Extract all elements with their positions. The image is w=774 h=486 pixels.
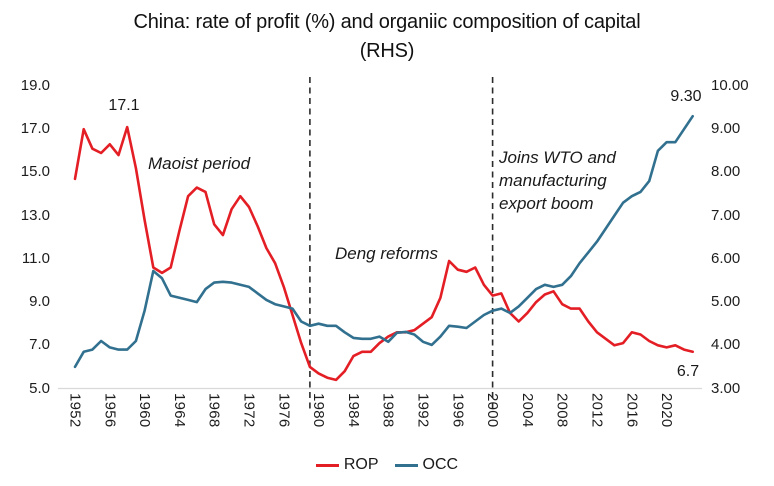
x-axis-tick-label: 1976 [275, 393, 293, 428]
y-axis-left-tick-label: 15.0 [20, 163, 50, 181]
annotation-rop-end-value: 6.7 [676, 363, 700, 380]
x-axis-tick-label: 2020 [658, 393, 676, 428]
y-axis-right-tick-label: 9.00 [711, 120, 741, 138]
y-axis-left-tick-label: 7.0 [29, 336, 50, 354]
y-axis-left-tick-label: 5.0 [29, 379, 50, 397]
x-axis-tick-label: 1956 [101, 393, 119, 428]
x-axis-tick-label: 2012 [588, 393, 606, 428]
y-axis-left-tick-label: 11.0 [21, 249, 50, 267]
y-axis-left-tick-label: 17.0 [20, 120, 50, 138]
annotation-wto-boom: Joins WTO and manufacturing export boom [499, 148, 616, 213]
chart-title-line1: China: rate of profit (%) and organiic c… [133, 11, 641, 33]
chart-title-line2: (RHS) [359, 40, 415, 62]
legend-label-rop: ROP [343, 456, 379, 473]
y-axis-right-tick-label: 10.00 [711, 77, 749, 94]
y-axis-left-tick-label: 19.0 [20, 77, 50, 94]
x-axis-tick-label: 1972 [240, 393, 258, 428]
x-axis-tick-label: 1960 [136, 393, 154, 428]
occ-line-swatch [394, 463, 418, 467]
annotation-maoist-period: Maoist period [148, 154, 251, 173]
y-axis-right-tick-label: 3.00 [711, 379, 741, 397]
x-axis-tick-label: 1952 [66, 393, 84, 428]
x-axis-tick-label: 2008 [553, 393, 571, 428]
x-axis-tick-label: 1996 [449, 393, 467, 428]
y-axis-right-tick-label: 4.00 [711, 336, 741, 354]
x-axis-tick-label: 1980 [310, 393, 328, 428]
y-axis-left-tick-label: 9.0 [29, 293, 50, 311]
x-axis-tick-label: 1988 [379, 393, 397, 428]
x-axis-tick-label: 2004 [518, 393, 536, 428]
x-axis-tick-label: 1968 [205, 393, 223, 428]
x-axis-tick-label: 1984 [344, 393, 362, 428]
y-axis-right-tick-label: 5.00 [711, 293, 741, 311]
legend-item-rop: ROP [315, 456, 379, 474]
y-axis-right-tick-label: 7.00 [711, 206, 741, 224]
y-axis-right-tick-label: 8.00 [711, 163, 741, 181]
annotation-deng-reforms: Deng reforms [335, 244, 438, 263]
legend: ROP OCC [0, 453, 774, 477]
x-axis-tick-label: 1964 [170, 393, 188, 428]
legend-label-occ: OCC [422, 456, 459, 473]
annotation-occ-end-value: 9.30 [670, 88, 702, 105]
x-axis-tick-label: 2000 [484, 393, 502, 428]
legend-item-occ: OCC [394, 456, 459, 474]
x-axis-tick-label: 2016 [623, 393, 641, 428]
chart-title: China: rate of profit (%) and organiic c… [0, 8, 774, 66]
x-axis-tick-label: 1992 [414, 393, 432, 428]
y-axis-right-tick-label: 6.00 [711, 249, 741, 267]
y-axis-left-tick-label: 13.0 [20, 206, 50, 224]
rop-line-swatch [315, 463, 339, 467]
series-line-occ [73, 114, 695, 369]
annotation-rop-peak-value: 17.1 [108, 97, 140, 114]
